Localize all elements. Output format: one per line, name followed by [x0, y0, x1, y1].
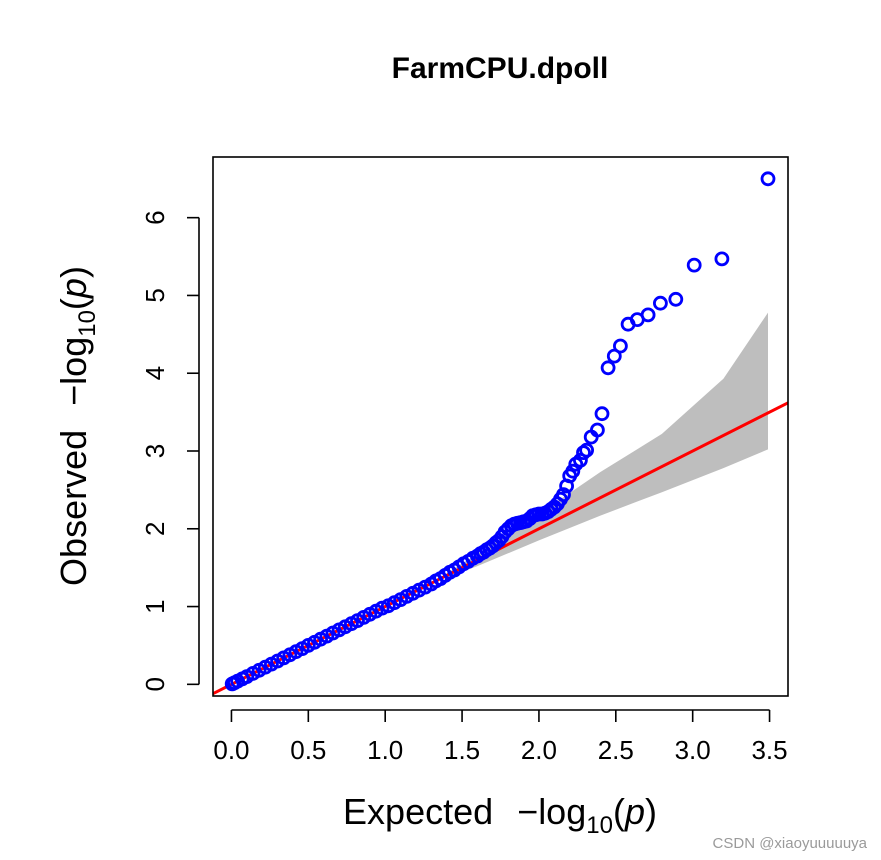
- data-point: [606, 348, 622, 364]
- y-tick-label: 0: [140, 677, 170, 691]
- x-label-open-paren: (: [613, 791, 625, 832]
- y-tick-label: 5: [140, 288, 170, 302]
- confidence-band-layer: [431, 312, 768, 584]
- point-layer: [224, 171, 776, 692]
- data-point: [600, 360, 616, 376]
- y-tick-label: 3: [140, 444, 170, 458]
- y-label-close-paren: ): [53, 266, 94, 278]
- data-point: [620, 316, 636, 332]
- confidence-band: [431, 312, 768, 584]
- y-label-prefix: Observed: [53, 430, 94, 586]
- y-axis-label: Observed −log10(p): [53, 266, 101, 586]
- x-label-close-paren: ): [645, 791, 657, 832]
- x-label-var: p: [624, 791, 645, 832]
- data-point: [714, 251, 730, 267]
- data-point: [568, 456, 584, 472]
- y-label-log: log: [53, 337, 94, 385]
- data-point: [653, 295, 668, 311]
- x-tick-label: 3.5: [751, 735, 787, 765]
- data-point: [686, 257, 702, 273]
- plot-frame: [212, 156, 789, 697]
- data-point: [668, 291, 684, 307]
- x-tick-label: 0.0: [213, 735, 249, 765]
- x-axis-label: Expected −log10(p): [343, 791, 657, 839]
- data-point: [559, 478, 574, 494]
- x-label-base: 10: [586, 812, 613, 839]
- x-axis: 0.0 0.5 1.0 1.5 2.0 2.5 3.0 3.5: [213, 709, 788, 765]
- chart-title: FarmCPU.dpoll: [392, 52, 609, 85]
- y-label-base: 10: [74, 310, 101, 337]
- x-tick-label: 1.5: [444, 735, 480, 765]
- x-tick-label: 2.0: [521, 735, 557, 765]
- y-tick-label: 1: [140, 599, 170, 613]
- y-tick-label: 2: [140, 522, 170, 536]
- y-axis: 0 1 2 3 4 5 6: [140, 210, 200, 692]
- x-tick-label: 3.0: [675, 735, 711, 765]
- y-tick-label: 6: [140, 210, 170, 224]
- data-point: [583, 429, 599, 445]
- y-label-var: p: [53, 278, 94, 299]
- data-point: [760, 171, 776, 187]
- x-label-minus: −: [517, 791, 538, 832]
- y-label-open-paren: (: [53, 298, 94, 310]
- data-point: [224, 676, 240, 692]
- y-tick-label: 4: [140, 366, 170, 380]
- x-label-log: log: [538, 791, 586, 832]
- x-label-prefix: Expected: [343, 791, 493, 832]
- y-label-minus: −: [53, 385, 94, 406]
- watermark: CSDN @xiaoyuuuuuya: [712, 835, 867, 852]
- data-point: [576, 445, 591, 461]
- x-tick-label: 1.0: [367, 735, 403, 765]
- data-point: [594, 406, 610, 422]
- x-tick-label: 2.5: [598, 735, 634, 765]
- x-tick-label: 0.5: [290, 735, 326, 765]
